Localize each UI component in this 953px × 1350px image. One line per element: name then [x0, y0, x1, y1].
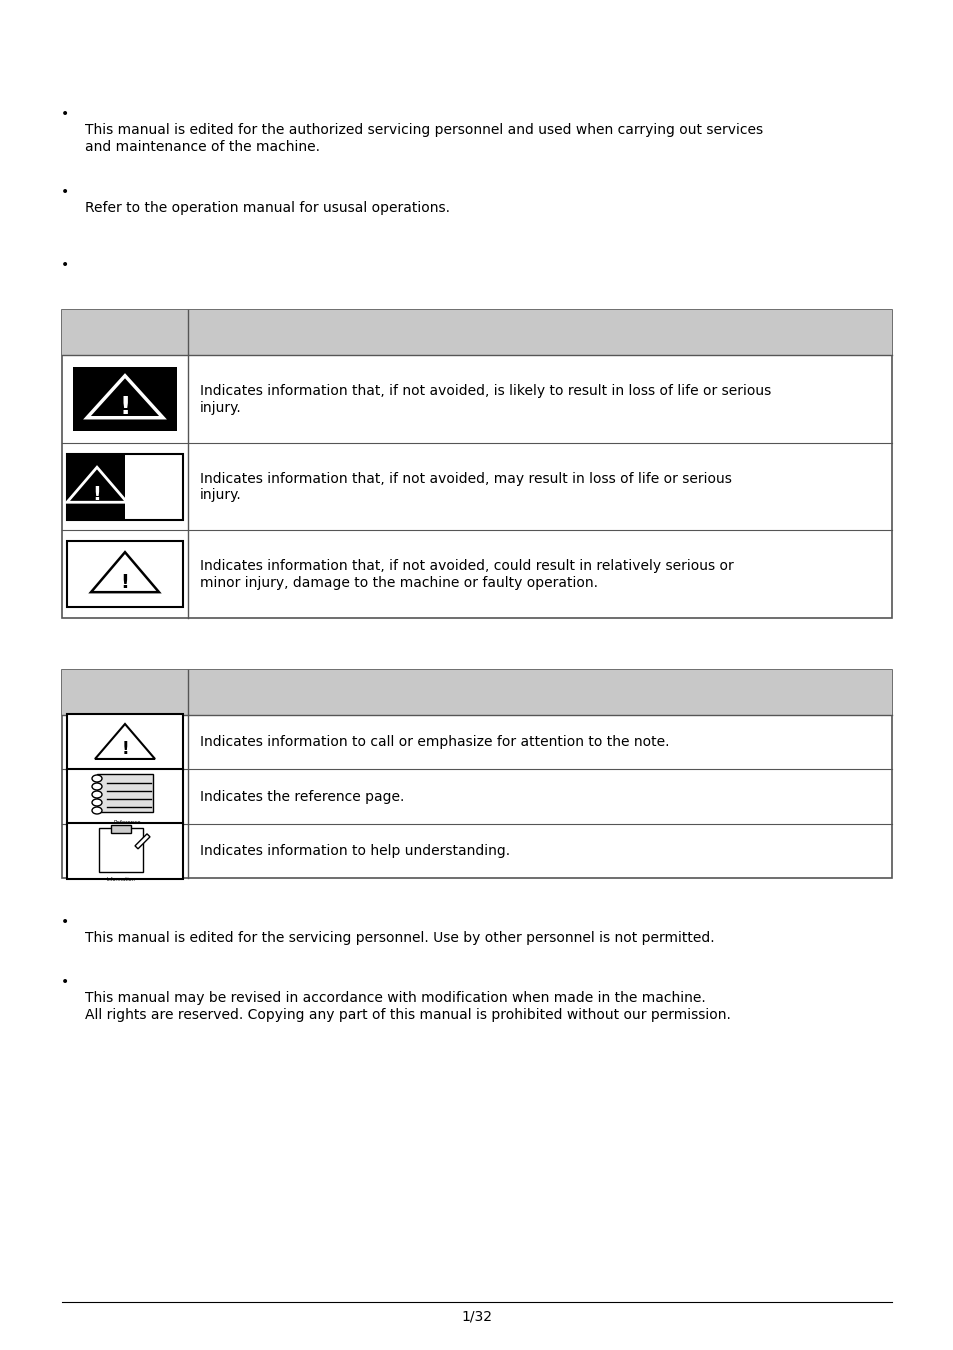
Text: !: !	[119, 394, 131, 418]
Polygon shape	[91, 552, 159, 593]
Polygon shape	[87, 375, 163, 417]
Text: !: !	[121, 740, 129, 759]
Text: injury.: injury.	[200, 401, 241, 414]
Text: This manual may be revised in accordance with modification when made in the mach: This manual may be revised in accordance…	[85, 991, 705, 1004]
Bar	[73, 367, 177, 431]
Ellipse shape	[91, 783, 102, 790]
Text: This manual is edited for the authorized servicing personnel and used when carry: This manual is edited for the authorized…	[85, 123, 762, 136]
Text: Indicates information that, if not avoided, could result in relatively serious o: Indicates information that, if not avoid…	[200, 559, 733, 574]
Bar	[67, 768, 183, 825]
Text: All rights are reserved. Copying any part of this manual is prohibited without o: All rights are reserved. Copying any par…	[85, 1008, 730, 1022]
Text: Indicates information that, if not avoided, is likely to result in loss of life : Indicates information that, if not avoid…	[200, 383, 770, 398]
Text: Indicates information to help understanding.: Indicates information to help understand…	[200, 844, 510, 857]
Bar	[62, 310, 891, 618]
Polygon shape	[95, 724, 154, 759]
Bar	[97, 774, 152, 811]
Text: 1/32: 1/32	[461, 1310, 492, 1324]
Bar	[67, 454, 183, 520]
Bar	[111, 825, 131, 833]
Bar	[62, 310, 891, 355]
Text: Indicates information that, if not avoided, may result in loss of life or seriou: Indicates information that, if not avoid…	[200, 471, 731, 486]
Ellipse shape	[91, 775, 102, 782]
Text: •: •	[61, 258, 69, 271]
Ellipse shape	[91, 791, 102, 798]
Bar	[62, 670, 891, 716]
Text: Information: Information	[107, 878, 135, 882]
Text: This manual is edited for the servicing personnel. Use by other personnel is not: This manual is edited for the servicing …	[85, 931, 714, 945]
Text: injury.: injury.	[200, 489, 241, 502]
Ellipse shape	[91, 799, 102, 806]
Text: Indicates information to call or emphasize for attention to the note.: Indicates information to call or emphasi…	[200, 736, 669, 749]
Text: •: •	[61, 107, 69, 122]
Bar	[67, 541, 183, 608]
Text: •: •	[61, 185, 69, 198]
Bar	[67, 454, 125, 520]
Ellipse shape	[91, 807, 102, 814]
Polygon shape	[67, 467, 127, 502]
Text: !: !	[92, 485, 101, 504]
Text: Refer to the operation manual for ususal operations.: Refer to the operation manual for ususal…	[85, 201, 450, 215]
Polygon shape	[135, 834, 150, 849]
Text: •: •	[61, 915, 69, 929]
Text: Reference: Reference	[113, 821, 141, 825]
Bar	[125, 454, 183, 520]
Text: !: !	[120, 572, 130, 591]
Text: •: •	[61, 975, 69, 990]
Bar	[67, 824, 183, 879]
Bar	[99, 828, 143, 872]
Bar	[67, 714, 183, 770]
Text: and maintenance of the machine.: and maintenance of the machine.	[85, 140, 319, 154]
Text: Indicates the reference page.: Indicates the reference page.	[200, 790, 404, 803]
Text: minor injury, damage to the machine or faulty operation.: minor injury, damage to the machine or f…	[200, 576, 598, 590]
Bar	[62, 670, 891, 878]
